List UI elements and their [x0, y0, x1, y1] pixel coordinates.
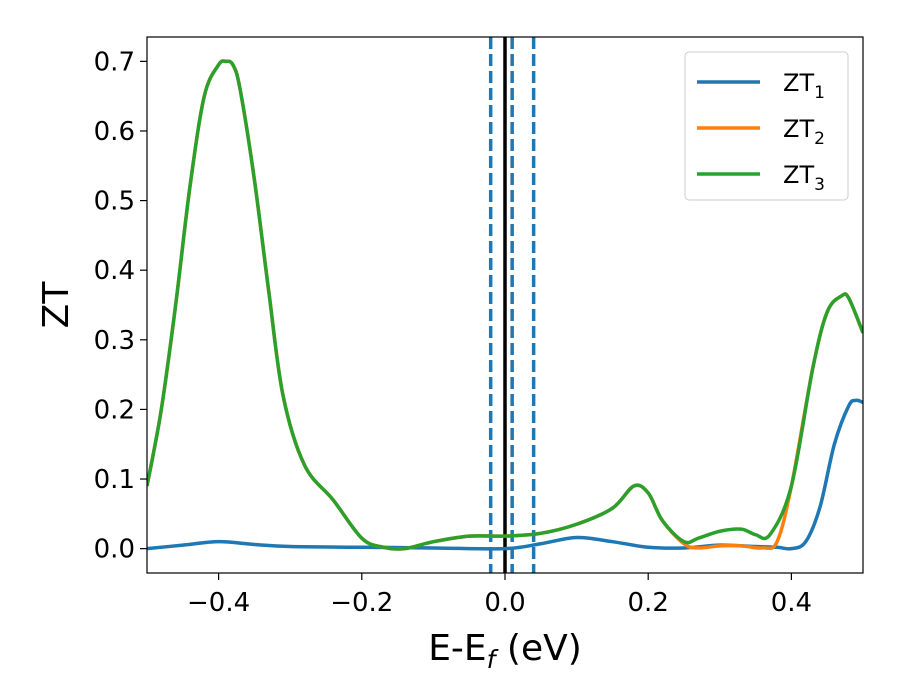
legend-label-zt1: ZT1 — [783, 69, 825, 103]
y-tick-label: 0.1 — [94, 465, 135, 495]
y-tick-label: 0.4 — [94, 256, 135, 286]
y-tick-label: 0.2 — [94, 395, 135, 425]
y-axis-ticks: 0.0 0.1 0.2 0.3 0.4 0.5 0.6 0.7 — [94, 47, 147, 565]
x-tick-label: −0.4 — [187, 588, 250, 618]
legend: ZT1 ZT2 ZT3 — [684, 51, 849, 201]
legend-label-zt2: ZT2 — [783, 115, 825, 149]
series-lines — [147, 59, 863, 551]
legend-box — [684, 51, 849, 201]
x-tick-label: −0.2 — [330, 588, 393, 618]
y-tick-label: 0.0 — [94, 535, 135, 565]
series-line-zt3 — [147, 59, 863, 551]
y-tick-label: 0.5 — [94, 187, 135, 217]
x-axis-ticks: −0.4 −0.2 0.0 0.2 0.4 — [187, 573, 812, 618]
series-line-zt1 — [147, 398, 863, 551]
y-tick-label: 0.6 — [94, 117, 135, 147]
y-axis-title: ZT — [36, 281, 77, 329]
y-tick-label: 0.3 — [94, 326, 135, 356]
x-tick-label: 0.0 — [484, 588, 525, 618]
reference-lines — [488, 37, 536, 573]
x-axis-title: E-Ef (eV) — [428, 628, 582, 674]
x-tick-label: 0.2 — [628, 588, 669, 618]
x-tick-label: 0.4 — [771, 588, 812, 618]
legend-label-zt3: ZT3 — [783, 161, 825, 195]
y-tick-label: 0.7 — [94, 47, 135, 77]
